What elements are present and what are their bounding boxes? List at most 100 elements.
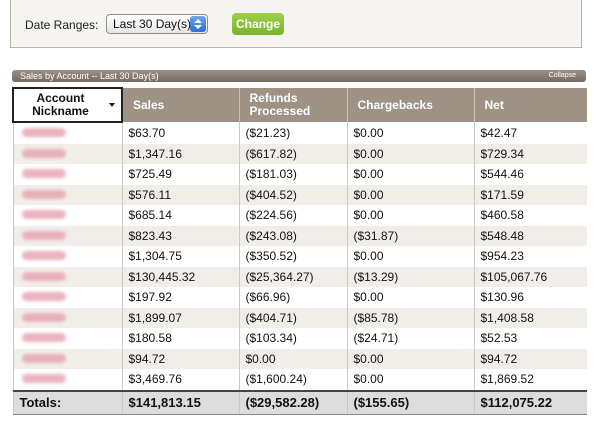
redacted-nickname — [21, 312, 66, 322]
redacted-nickname — [21, 333, 66, 343]
refunds-cell: ($181.03) — [238, 164, 347, 185]
net-cell: $130.96 — [473, 287, 587, 308]
totals-row: Totals: $141,813.15 ($29,582.28) ($155.6… — [12, 389, 587, 415]
redacted-nickname — [21, 169, 66, 179]
chargebacks-cell: ($31.87) — [346, 225, 474, 246]
table-row[interactable]: $63.70 ($21.23) $0.00 $42.47 — [12, 122, 587, 144]
total-sales: $141,813.15 — [121, 389, 239, 415]
chargebacks-cell: ($85.78) — [346, 307, 474, 328]
refunds-cell: ($617.82) — [238, 143, 347, 164]
redacted-nickname — [21, 292, 66, 302]
table-row[interactable]: $1,304.75 ($350.52) $0.00 $954.23 — [12, 246, 587, 267]
account-nickname-cell[interactable] — [12, 122, 122, 144]
refunds-cell: ($404.52) — [238, 184, 347, 205]
sales-cell: $130,445.32 — [121, 266, 239, 287]
date-range-select[interactable]: Last 30 Day(s) — [106, 14, 208, 34]
table-row[interactable]: $180.58 ($103.34) ($24.71) $52.53 — [12, 328, 587, 349]
table-row[interactable]: $197.92 ($66.96) $0.00 $130.96 — [12, 287, 587, 308]
sort-desc-icon — [109, 103, 115, 107]
table-row[interactable]: $3,469.76 ($1,600.24) $0.00 $1,869.52 — [12, 369, 587, 391]
net-cell: $105,067.76 — [473, 266, 587, 287]
refunds-cell: ($224.56) — [238, 205, 347, 226]
table-row[interactable]: $1,347.16 ($617.82) $0.00 $729.34 — [12, 143, 587, 164]
filter-bar: Date Ranges: Last 30 Day(s) Change — [10, 0, 582, 48]
refunds-cell: ($66.96) — [238, 287, 347, 308]
sales-cell: $94.72 — [121, 348, 239, 369]
account-nickname-cell[interactable] — [12, 143, 122, 164]
account-nickname-cell[interactable] — [12, 287, 122, 308]
net-cell: $954.23 — [473, 246, 587, 267]
refunds-cell: ($21.23) — [238, 122, 347, 144]
sales-cell: $823.43 — [121, 225, 239, 246]
date-range-label: Date Ranges: — [25, 18, 99, 32]
totals-label: Totals: — [12, 389, 122, 415]
date-range-value: Last 30 Day(s) — [113, 17, 192, 31]
net-cell: $548.48 — [473, 225, 587, 246]
redacted-nickname — [21, 353, 66, 363]
net-cell: $1,869.52 — [473, 369, 587, 391]
redacted-nickname — [21, 374, 66, 384]
table-row[interactable]: $94.72 $0.00 $0.00 $94.72 — [12, 348, 587, 369]
total-net: $112,075.22 — [473, 389, 587, 415]
table-row[interactable]: $130,445.32 ($25,364.27) ($13.29) $105,067.… — [12, 266, 587, 287]
chargebacks-cell: ($13.29) — [346, 266, 474, 287]
net-cell: $171.59 — [473, 184, 587, 205]
refunds-cell: ($25,364.27) — [238, 266, 347, 287]
collapse-link[interactable]: Collapse — [548, 72, 576, 79]
chargebacks-cell: $0.00 — [346, 143, 474, 164]
table-row[interactable]: $576.11 ($404.52) $0.00 $171.59 — [12, 184, 587, 205]
redacted-nickname — [21, 210, 66, 220]
account-nickname-cell[interactable] — [12, 266, 122, 287]
net-cell: $52.53 — [473, 328, 587, 349]
change-button[interactable]: Change — [232, 13, 284, 35]
account-nickname-cell[interactable] — [12, 164, 122, 185]
column-header-account-nickname[interactable]: Account Nickname — [12, 87, 123, 123]
table-row[interactable]: $685.14 ($224.56) $0.00 $460.58 — [12, 205, 587, 226]
refunds-cell: $0.00 — [238, 348, 347, 369]
account-nickname-cell[interactable] — [12, 369, 122, 391]
total-refunds: ($29,582.28) — [238, 389, 347, 415]
sales-cell: $1,304.75 — [121, 246, 239, 267]
redacted-nickname — [21, 189, 66, 199]
sales-cell: $685.14 — [121, 205, 239, 226]
sales-cell: $1,347.16 — [121, 143, 239, 164]
redacted-nickname — [21, 230, 66, 240]
table-row[interactable]: $1,899.07 ($404.71) ($85.78) $1,408.58 — [12, 307, 587, 328]
chargebacks-cell: $0.00 — [346, 164, 474, 185]
column-header-chargebacks[interactable]: Chargebacks — [346, 88, 474, 122]
column-header-sales[interactable]: Sales — [121, 88, 239, 122]
account-nickname-cell[interactable] — [12, 225, 122, 246]
net-cell: $94.72 — [473, 348, 587, 369]
column-header-refunds[interactable]: Refunds Processed — [238, 88, 347, 122]
sales-cell: $3,469.76 — [121, 369, 239, 391]
refunds-cell: ($350.52) — [238, 246, 347, 267]
chargebacks-cell: $0.00 — [346, 184, 474, 205]
table-row[interactable]: $725.49 ($181.03) $0.00 $544.46 — [12, 164, 587, 185]
redacted-nickname — [21, 251, 66, 261]
account-nickname-cell[interactable] — [12, 307, 122, 328]
sales-cell: $576.11 — [121, 184, 239, 205]
sales-cell: $1,899.07 — [121, 307, 239, 328]
chargebacks-cell: $0.00 — [346, 246, 474, 267]
chargebacks-cell: $0.00 — [346, 348, 474, 369]
select-arrows-icon — [190, 16, 206, 32]
sales-cell: $725.49 — [121, 164, 239, 185]
redacted-nickname — [21, 148, 66, 158]
account-nickname-cell[interactable] — [12, 205, 122, 226]
chargebacks-cell: $0.00 — [346, 287, 474, 308]
account-nickname-cell[interactable] — [12, 328, 122, 349]
table-row[interactable]: $823.43 ($243.08) ($31.87) $548.48 — [12, 225, 587, 246]
sales-cell: $197.92 — [121, 287, 239, 308]
account-nickname-cell[interactable] — [12, 246, 122, 267]
total-chargebacks: ($155.65) — [346, 389, 474, 415]
account-nickname-cell[interactable] — [12, 348, 122, 369]
table-header-row: Account Nickname Sales Refunds Processed C… — [12, 87, 587, 123]
net-cell: $42.47 — [473, 122, 587, 144]
net-cell: $1,408.58 — [473, 307, 587, 328]
panel-header: Sales by Account -- Last 30 Day(s) Colla… — [12, 70, 586, 82]
chargebacks-cell: $0.00 — [346, 205, 474, 226]
column-header-net[interactable]: Net — [473, 88, 587, 122]
account-nickname-cell[interactable] — [12, 184, 122, 205]
sales-cell: $180.58 — [121, 328, 239, 349]
sales-cell: $63.70 — [121, 122, 239, 144]
